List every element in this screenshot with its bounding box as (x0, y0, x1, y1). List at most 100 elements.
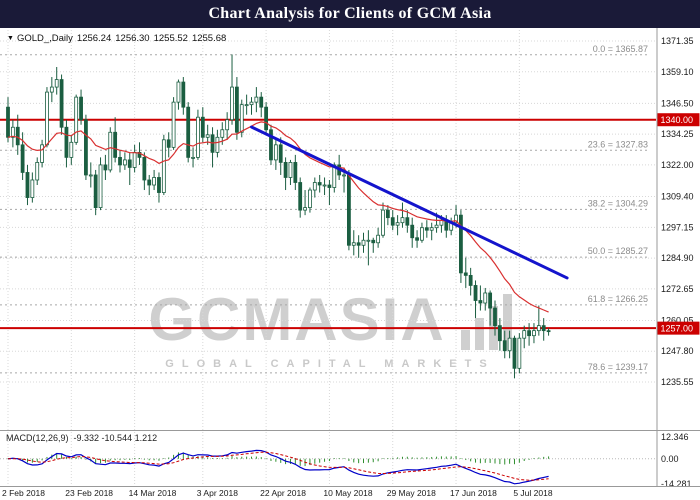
candle-body (171, 101, 176, 148)
candle-body (541, 325, 546, 332)
trendline[interactable] (250, 125, 569, 280)
candle-body (230, 86, 234, 121)
down-triangle-icon: ▼ (7, 35, 14, 42)
candle-body (220, 129, 225, 138)
macd-values: -9.332 -10.544 1.212 (73, 433, 158, 443)
candle-body (522, 330, 527, 339)
moving-average-line (7, 121, 549, 313)
candle-body (15, 126, 20, 146)
quote-high: 1256.30 (115, 33, 150, 44)
fib-label: 50.0 = 1285.27 (588, 246, 648, 256)
fibonacci-retracement[interactable]: 0.0 = 1365.87 23.6 = 1327.83 38.2 = 1304.2… (0, 44, 650, 374)
candle-body (147, 179, 152, 186)
price-tick-label: 1284.90 (661, 253, 694, 263)
candle-body (20, 144, 25, 173)
macd-tick-label: 12.346 (661, 432, 689, 442)
candle-body (390, 217, 395, 226)
candle-body (527, 330, 531, 337)
candle-body (381, 209, 385, 236)
candle-body (351, 242, 356, 246)
page-title: Chart Analysis for Clients of GCM Asia (208, 5, 492, 22)
grid (0, 30, 656, 486)
candle-body (161, 139, 166, 193)
candle-body (361, 239, 366, 246)
candle-body (468, 275, 473, 286)
price-tick-label: 1334.25 (661, 129, 694, 139)
candle-body (322, 184, 327, 187)
candle-body (88, 174, 93, 177)
candle-body (463, 272, 468, 276)
candle-body (400, 217, 405, 224)
candle-body (283, 162, 288, 178)
fib-label: 0.0 = 1365.87 (593, 44, 648, 54)
candle-body (93, 174, 98, 209)
macd-tick-label: 0.00 (661, 454, 679, 464)
candle-body (459, 214, 463, 274)
quote-close: 1255.68 (191, 33, 227, 44)
candle-body (74, 96, 79, 143)
horizontal-support-resistance-lines[interactable] (0, 118, 656, 330)
candle-body (385, 209, 390, 219)
candle-body (157, 177, 161, 193)
candle-body (303, 207, 307, 211)
price-tick-label: 1260.05 (661, 315, 694, 325)
candle-body (269, 129, 273, 161)
candle-body (478, 300, 483, 304)
candle-body (142, 156, 147, 181)
price-badge-label: 1340.00 (661, 115, 694, 125)
price-badge-label: 1257.00 (661, 324, 694, 334)
macd-name: MACD(12,26,9) (6, 433, 69, 443)
candle-body (312, 182, 317, 191)
price-axis[interactable]: 1371.35 1359.10 1346.50 1334.25 1322.00 1309.… (657, 36, 700, 489)
candles-series (6, 54, 551, 379)
candle-body (288, 162, 293, 178)
candle-body (420, 227, 424, 241)
quote-low: 1255.52 (153, 33, 188, 44)
candle-body (225, 119, 230, 131)
candle-body (113, 131, 118, 158)
candle-body (6, 106, 10, 138)
candle-body (239, 104, 244, 133)
price-badge (657, 113, 700, 127)
candle-body (244, 104, 249, 107)
candle-body (132, 151, 137, 168)
candle-body (249, 101, 254, 106)
candle-body (103, 164, 108, 171)
candle-body (79, 96, 83, 121)
candle-body (308, 189, 312, 209)
candle-body (259, 96, 264, 108)
candle-body (454, 214, 458, 224)
candle-body (254, 96, 259, 103)
candle-body (536, 325, 541, 332)
candle-body (298, 182, 303, 211)
candle-body (264, 106, 269, 131)
time-tick-label: 29 May 2018 (387, 488, 436, 498)
candle-body (273, 144, 278, 161)
candle-body (25, 172, 30, 198)
price-tick-label: 1371.35 (661, 36, 694, 46)
time-axis[interactable]: 2 Feb 2018 23 Feb 2018 14 Mar 2018 3 Apr 20… (2, 488, 553, 498)
candle-body (40, 144, 44, 163)
candle-body (376, 234, 381, 244)
time-tick-label: 10 May 2018 (323, 488, 372, 498)
candle-body (30, 179, 35, 198)
candle-body (424, 227, 429, 231)
candle-body (512, 337, 517, 369)
macd-line (7, 449, 549, 485)
price-tick-label: 1247.80 (661, 346, 694, 356)
candle-body (517, 337, 522, 369)
candle-body (278, 144, 283, 163)
candle-body (166, 139, 171, 148)
fib-label: 38.2 = 1304.29 (588, 198, 648, 208)
title-bar: Chart Analysis for Clients of GCM Asia (0, 0, 700, 28)
candle-body (10, 126, 15, 138)
price-tick-label: 1309.40 (661, 192, 694, 202)
macd-subwindow[interactable] (0, 449, 656, 485)
macd-tick-label: -14.281 (661, 479, 692, 489)
candle-body (434, 224, 439, 229)
time-tick-label: 2 Feb 2018 (2, 488, 45, 498)
candle-body (215, 136, 220, 153)
candle-body (507, 337, 512, 352)
candle-body (346, 174, 351, 246)
